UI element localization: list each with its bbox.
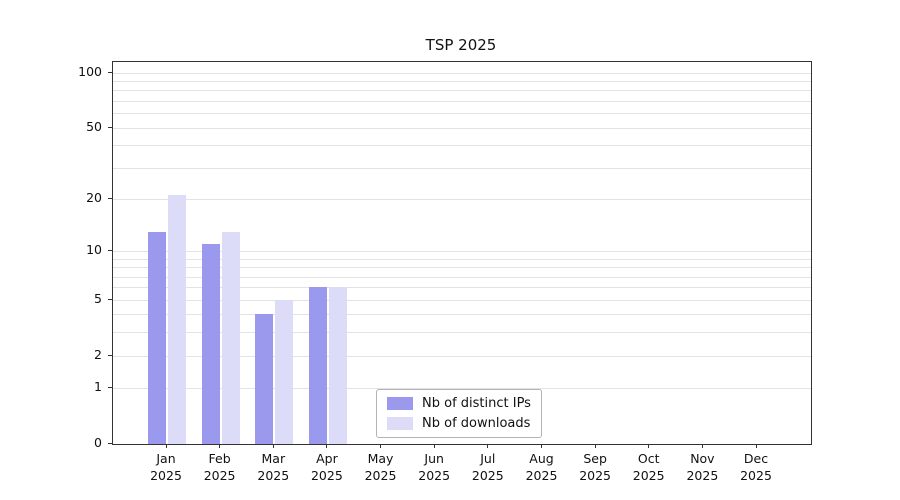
x-tick-mark — [755, 444, 757, 448]
gridline — [113, 198, 811, 200]
x-tick-label-jan: Jan 2025 — [150, 451, 182, 483]
gridline — [113, 388, 811, 390]
x-tick-label-feb: Feb 2025 — [203, 451, 236, 483]
x-tick-mark — [701, 444, 703, 448]
legend-item-distinct-ips: Nb of distinct IPs — [387, 396, 531, 411]
gridline — [113, 299, 811, 301]
gridline — [113, 355, 811, 357]
gridline — [113, 287, 811, 289]
y-tick-mark — [108, 298, 113, 300]
bar-distinct-ips-apr — [308, 287, 327, 444]
gridline — [113, 314, 811, 316]
gridline — [113, 267, 811, 269]
x-tick-mark — [541, 444, 542, 448]
x-tick-label-oct: Oct 2025 — [632, 451, 665, 483]
x-tick-label-jul: Jul 2025 — [471, 451, 504, 483]
y-tick-label: 5 — [94, 290, 102, 306]
gridline — [113, 72, 811, 74]
x-tick-mark — [433, 444, 435, 448]
y-tick-label: 1 — [94, 379, 102, 395]
y-tick-mark — [108, 126, 113, 128]
gridline — [113, 113, 811, 114]
x-tick-mark — [648, 444, 650, 448]
bar-downloads-feb — [221, 231, 240, 444]
y-tick-label: 10 — [86, 242, 102, 257]
x-tick-label-sep: Sep 2025 — [579, 451, 611, 483]
bar-distinct-ips-mar — [255, 314, 274, 444]
x-tick-label-mar: Mar 2025 — [257, 451, 290, 483]
bar-distinct-ips-jan — [148, 231, 166, 444]
x-tick-label-may: May 2025 — [364, 451, 397, 483]
legend-swatch-downloads — [387, 417, 413, 430]
y-tick-mark — [108, 387, 113, 389]
legend-swatch-distinct-ips — [387, 397, 413, 410]
chart-title: TSP 2025 — [425, 36, 497, 54]
y-tick-label: 100 — [78, 63, 102, 79]
gridline — [113, 80, 811, 82]
legend-item-downloads: Nb of downloads — [387, 416, 531, 431]
plot-area — [112, 61, 812, 445]
y-tick-mark — [108, 443, 113, 444]
x-tick-label-aug: Aug 2025 — [525, 451, 558, 483]
gridline — [113, 167, 811, 169]
x-tick-label-jun: Jun 2025 — [418, 451, 451, 483]
bar-downloads-mar — [275, 299, 294, 444]
gridline — [113, 127, 811, 129]
gridline — [113, 145, 811, 146]
x-tick-mark — [219, 444, 221, 448]
legend-label-distinct-ips: Nb of distinct IPs — [422, 396, 531, 411]
y-tick-label: 2 — [94, 346, 102, 362]
x-tick-label-apr: Apr 2025 — [310, 451, 343, 483]
x-tick-mark — [326, 444, 328, 448]
legend-label-downloads: Nb of downloads — [422, 416, 531, 431]
y-tick-label: 0 — [94, 435, 102, 450]
y-tick-mark — [108, 354, 113, 356]
y-tick-mark — [108, 250, 113, 251]
bar-distinct-ips-feb — [201, 243, 220, 444]
gridline — [113, 276, 811, 278]
bar-downloads-apr — [328, 287, 347, 444]
x-tick-mark — [165, 444, 167, 448]
y-tick-mark — [108, 197, 113, 199]
y-tick-mark — [108, 71, 113, 73]
gridline — [113, 332, 811, 334]
y-tick-label: 20 — [86, 189, 102, 205]
y-tick-label: 50 — [86, 118, 102, 134]
gridline — [113, 90, 811, 92]
gridline — [113, 100, 811, 102]
gridline — [113, 251, 811, 252]
x-tick-mark — [487, 444, 489, 448]
x-tick-mark — [380, 444, 381, 448]
x-tick-label-nov: Nov 2025 — [686, 451, 719, 483]
gridline — [113, 258, 811, 260]
x-tick-mark — [272, 444, 274, 448]
x-tick-label-dec: Dec 2025 — [740, 451, 772, 483]
legend: Nb of distinct IPs Nb of downloads — [376, 389, 542, 438]
x-tick-mark — [594, 444, 596, 448]
bar-downloads-jan — [168, 195, 186, 444]
